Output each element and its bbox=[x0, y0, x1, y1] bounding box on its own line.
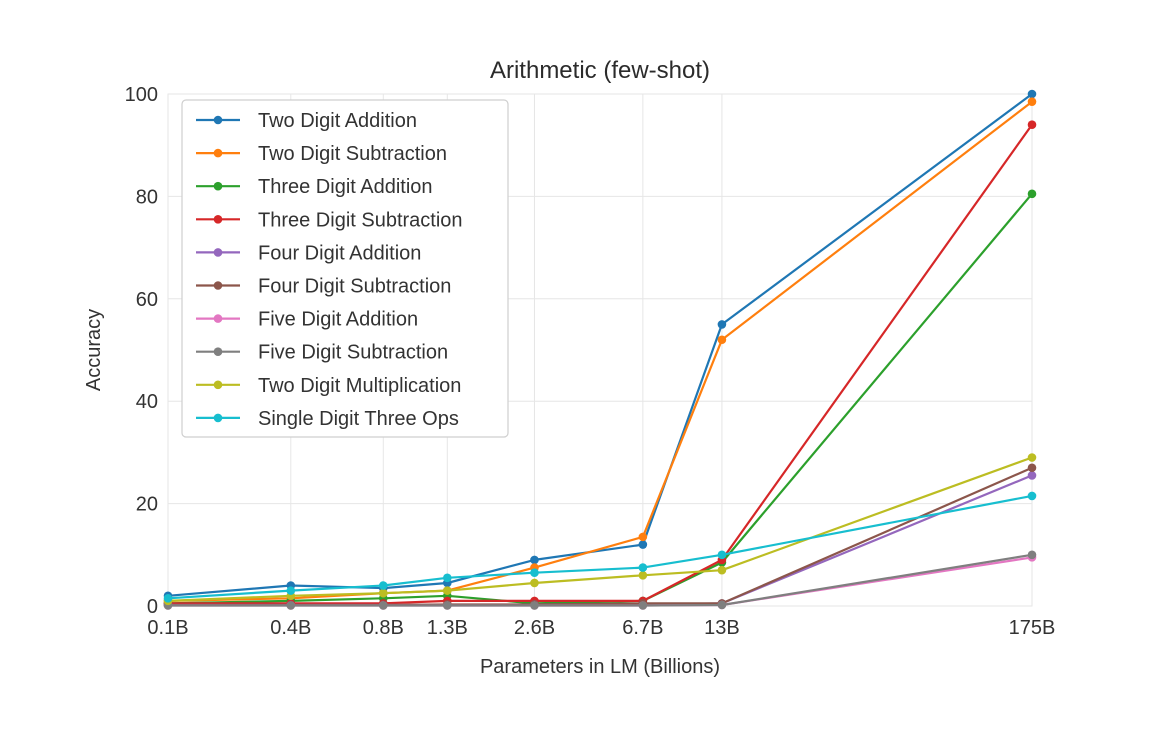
data-point bbox=[638, 532, 648, 542]
legend-label: Four Digit Subtraction bbox=[258, 276, 451, 298]
data-point bbox=[1027, 491, 1037, 501]
data-point bbox=[638, 540, 648, 549]
x-tick-label: 2.6B bbox=[514, 617, 555, 639]
y-tick-label: 20 bbox=[136, 494, 158, 516]
series-group bbox=[163, 453, 1037, 606]
legend-label: Two Digit Addition bbox=[258, 110, 417, 132]
legend-label: Five Digit Subtraction bbox=[258, 342, 448, 364]
x-tick-label: 6.7B bbox=[622, 617, 663, 639]
data-point bbox=[286, 601, 296, 610]
data-point bbox=[717, 550, 727, 560]
data-point bbox=[530, 578, 539, 588]
series-line bbox=[167, 456, 1033, 602]
data-point bbox=[163, 594, 173, 603]
legend-swatch-marker bbox=[213, 148, 223, 158]
chart-title: Arithmetic (few-shot) bbox=[490, 57, 710, 84]
legend-label: Five Digit Addition bbox=[258, 309, 418, 331]
series-group bbox=[163, 491, 1037, 603]
data-point bbox=[1027, 120, 1037, 130]
legend-label: Single Digit Three Ops bbox=[258, 408, 459, 430]
legend-swatch-marker bbox=[213, 347, 223, 357]
y-axis-label: Accuracy bbox=[83, 309, 105, 391]
data-point bbox=[1027, 189, 1037, 199]
data-point bbox=[530, 555, 539, 565]
data-point bbox=[443, 573, 452, 583]
series-line bbox=[167, 100, 1033, 602]
legend-swatch-marker bbox=[213, 281, 223, 290]
data-point bbox=[717, 600, 727, 610]
data-point bbox=[1027, 89, 1037, 99]
legend-label: Two Digit Multiplication bbox=[258, 375, 461, 397]
series-line bbox=[167, 193, 1033, 605]
legend-label: Three Digit Addition bbox=[258, 176, 433, 198]
series-line bbox=[167, 93, 1033, 597]
x-tick-label: 0.8B bbox=[363, 617, 404, 639]
x-tick-label: 1.3B bbox=[427, 617, 468, 639]
data-point bbox=[638, 563, 648, 572]
data-point bbox=[1027, 550, 1037, 560]
legend-swatch-marker bbox=[213, 248, 223, 257]
data-point bbox=[1027, 463, 1037, 473]
legend-swatch-marker bbox=[213, 314, 223, 323]
data-point bbox=[1027, 471, 1037, 480]
data-point bbox=[530, 568, 539, 578]
data-point bbox=[638, 601, 648, 610]
x-tick-label: 0.4B bbox=[270, 617, 311, 639]
legend-swatch-marker bbox=[213, 413, 223, 423]
series-line bbox=[167, 494, 1033, 600]
legend-label: Three Digit Subtraction bbox=[258, 209, 463, 231]
y-tick-label: 80 bbox=[136, 186, 158, 208]
legend: Two Digit Addition Two Digit Subtraction T… bbox=[181, 99, 509, 438]
y-tick-label: 0 bbox=[147, 596, 158, 618]
y-tick-label: 60 bbox=[136, 289, 158, 311]
series-group bbox=[163, 550, 1037, 610]
x-tick-label: 175B bbox=[1009, 617, 1056, 639]
data-point bbox=[378, 588, 388, 598]
data-point bbox=[1027, 97, 1037, 106]
legend-label: Two Digit Subtraction bbox=[258, 143, 447, 165]
x-tick-label: 0.1B bbox=[147, 617, 188, 639]
legend-label: Four Digit Addition bbox=[258, 242, 421, 264]
legend-swatch-marker bbox=[213, 380, 223, 390]
data-point bbox=[638, 570, 648, 580]
series-line bbox=[168, 553, 1033, 607]
y-tick-label: 100 bbox=[125, 84, 158, 106]
data-point bbox=[717, 565, 727, 575]
data-point bbox=[378, 581, 388, 590]
axis-layer: 0 20 40 60 80 100 0.1B 0.4B 0.8B 1.3B 2.6B 6.7B 13B 1… bbox=[125, 84, 1056, 639]
legend-swatch-marker bbox=[213, 181, 223, 191]
data-point bbox=[443, 601, 452, 610]
data-point bbox=[378, 601, 388, 610]
legend-swatch-marker bbox=[213, 215, 223, 224]
data-point bbox=[286, 586, 296, 595]
x-axis-label: Parameters in LM (Billions) bbox=[480, 656, 720, 678]
series-line bbox=[168, 124, 1033, 605]
data-point bbox=[1027, 453, 1037, 462]
legend-swatch-marker bbox=[213, 115, 223, 125]
y-tick-label: 40 bbox=[136, 391, 158, 413]
series-layer bbox=[163, 89, 1037, 610]
data-point bbox=[530, 601, 539, 610]
legend-box bbox=[181, 99, 509, 438]
x-tick-label: 13B bbox=[704, 617, 740, 639]
data-point bbox=[443, 586, 452, 595]
data-point bbox=[717, 335, 727, 345]
data-point bbox=[717, 320, 727, 329]
